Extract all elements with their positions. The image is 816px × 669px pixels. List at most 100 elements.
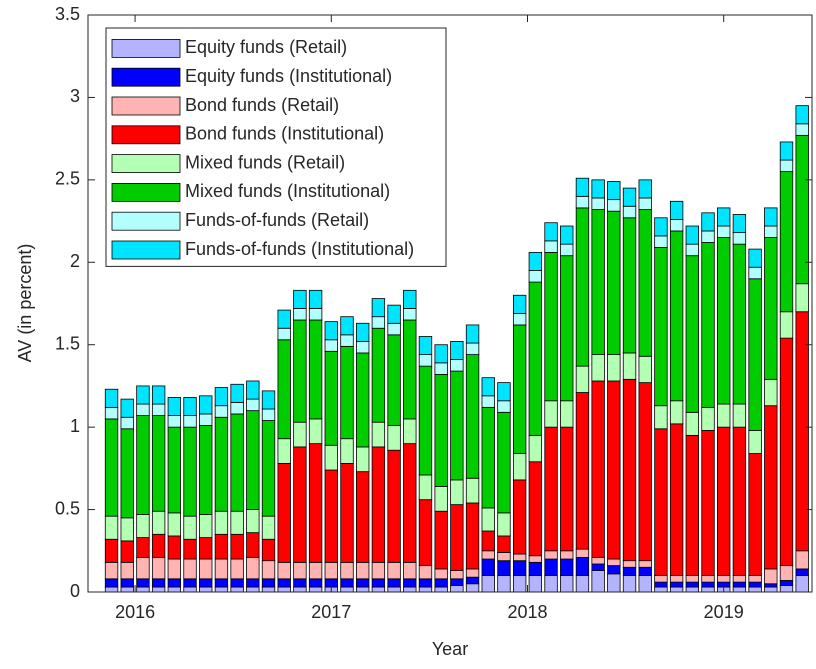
bar-segment <box>591 563 605 571</box>
bar-segment <box>418 474 433 501</box>
bar-segment <box>387 578 401 588</box>
bar-segment <box>544 558 558 576</box>
bar-segment <box>167 558 182 580</box>
bar-segment <box>199 537 213 560</box>
y-tick-label: 1 <box>70 416 80 436</box>
bar-segment <box>512 294 527 314</box>
x-axis-label: Year <box>432 639 468 659</box>
bar-segment <box>120 578 134 588</box>
bar-segment <box>465 576 480 585</box>
bar-segment <box>764 225 778 238</box>
bar-segment <box>450 585 464 593</box>
bar-segment <box>308 319 323 420</box>
bar-segment <box>717 237 731 405</box>
bar-segment <box>481 575 495 593</box>
legend-swatch <box>111 125 181 145</box>
bar-segment <box>277 339 291 440</box>
bar-segment <box>779 565 794 581</box>
bar-segment <box>418 354 433 367</box>
bar-segment <box>544 426 558 552</box>
bar-segment <box>167 415 182 428</box>
bar-segment <box>246 410 260 510</box>
bar-segment <box>120 517 134 542</box>
bar-segment <box>701 212 715 232</box>
bar-segment <box>230 558 244 580</box>
bar-segment <box>544 550 558 560</box>
bar-segment <box>717 207 731 227</box>
bar-segment <box>607 573 621 593</box>
legend-swatch <box>111 182 181 202</box>
bar-segment <box>418 586 433 593</box>
bar-segment <box>544 222 558 242</box>
bar-segment <box>104 586 119 593</box>
bar-segment <box>136 586 150 593</box>
bar-segment <box>183 515 197 540</box>
bar-segment <box>340 438 354 464</box>
bar-segment <box>779 585 794 593</box>
bar-segment <box>387 304 401 324</box>
bar-segment <box>654 581 668 588</box>
bar-segment <box>465 342 480 356</box>
bar-segment <box>214 387 229 407</box>
legend-box <box>105 27 447 267</box>
bar-segment <box>214 533 229 560</box>
y-tick-label: 2.5 <box>55 169 80 189</box>
bar-segment <box>340 463 354 563</box>
bar-segment <box>638 179 652 199</box>
bar-segment <box>622 187 637 207</box>
bar-segment <box>560 550 574 560</box>
bar-segment <box>356 341 370 354</box>
bar-segment <box>685 581 699 588</box>
bar-segment <box>748 575 762 583</box>
bar-segment <box>277 309 291 329</box>
bar-segment <box>685 255 699 413</box>
bar-segment <box>214 586 229 593</box>
bar-segment <box>795 123 809 136</box>
bar-segment <box>387 334 401 426</box>
bar-segment <box>356 352 370 448</box>
bar-segment <box>261 586 276 593</box>
bar-segment <box>418 578 433 588</box>
bar-segment <box>183 586 197 593</box>
bar-segment <box>293 586 307 593</box>
bar-segment <box>387 586 401 593</box>
bar-segment <box>732 232 747 245</box>
legend: Equity funds (Retail) Equity funds (Insti… <box>105 27 447 267</box>
bar-segment <box>167 426 182 514</box>
bar-segment <box>764 405 778 570</box>
bar-segment <box>136 556 150 580</box>
bar-segment <box>575 392 590 550</box>
bar-segment <box>560 575 574 593</box>
y-tick-label: 0.5 <box>55 498 80 518</box>
bar-segment <box>795 311 809 552</box>
y-tick-label: 3 <box>70 86 80 106</box>
bar-segment <box>308 578 323 588</box>
bar-segment <box>183 426 197 517</box>
bar-segment <box>528 575 543 593</box>
bar-segment <box>324 339 338 352</box>
bar-segment <box>512 560 527 576</box>
bar-segment <box>481 558 495 576</box>
bar-segment <box>528 461 543 557</box>
bar-segment <box>387 322 401 336</box>
bar-segment <box>324 469 338 563</box>
bar-segment <box>465 502 480 570</box>
bar-segment <box>779 311 794 339</box>
bar-segment <box>277 327 291 341</box>
bar-segment <box>528 251 543 271</box>
bar-segment <box>481 530 495 552</box>
bar-segment <box>340 561 354 580</box>
bar-segment <box>654 235 668 248</box>
bar-segment <box>324 561 338 580</box>
bar-segment <box>151 510 166 535</box>
bar-segment <box>717 225 731 238</box>
bar-segment <box>120 540 134 563</box>
bar-segment <box>183 415 197 428</box>
bar-segment <box>450 504 464 571</box>
bar-segment <box>434 344 448 364</box>
bar-segment <box>340 345 354 440</box>
bar-segment <box>261 538 276 562</box>
bar-segment <box>795 283 809 313</box>
bar-segment <box>199 425 213 515</box>
